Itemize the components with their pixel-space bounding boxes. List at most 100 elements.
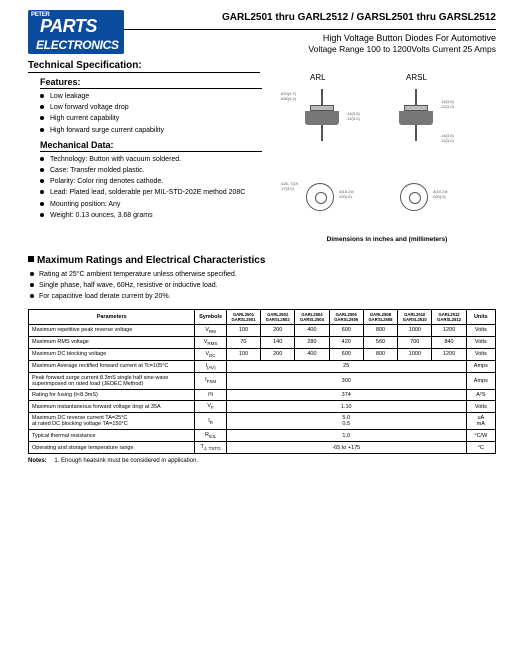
- cell-value-span: 5.0 0.5: [226, 413, 466, 430]
- table-row: Maximum RMS voltageVRMS70140280420560700…: [29, 336, 496, 348]
- cell-symbol: I(AV): [195, 360, 226, 372]
- mech-item: Polarity: Color ring denotes cathode.: [40, 176, 278, 187]
- drawing-label-arsl: ARSL: [406, 73, 427, 82]
- cell-value: 400: [295, 348, 329, 360]
- th-part-text: GARL2508GARSL2508: [369, 312, 393, 322]
- left-column: Features: Low leakage Low forward voltag…: [28, 73, 278, 245]
- mechanical-list: Technology: Button with vacuum soldered.…: [40, 154, 278, 221]
- ratings-table: Parameters Symbols GARL2501GARSL2501 GAR…: [28, 309, 496, 455]
- table-row: Maximum instantaneous forward voltage dr…: [29, 401, 496, 413]
- cell-parameter: Typical thermal resistance: [29, 430, 195, 442]
- table-row: Maximum repetitive peak reverse voltageV…: [29, 324, 496, 336]
- cell-value-span: 300: [226, 373, 466, 390]
- features-and-drawing: Features: Low leakage Low forward voltag…: [28, 73, 496, 245]
- title-block: GARL2501 thru GARL2512 / GARSL2501 thru …: [124, 10, 496, 54]
- th-part: GARL2501GARSL2501: [226, 309, 260, 324]
- th-part: GARL2512GARSL2512: [432, 309, 466, 324]
- th-units: Units: [466, 309, 495, 324]
- drawing-arsl-side: [390, 89, 442, 141]
- cell-symbol: VF: [195, 401, 226, 413]
- cell-value: 1000: [398, 324, 432, 336]
- table-row: Maximum DC reverse current TA=25°C at ra…: [29, 413, 496, 430]
- cell-parameter: Maximum RMS voltage: [29, 336, 195, 348]
- cell-value: 200: [261, 348, 295, 360]
- cell-units: °C: [466, 442, 495, 454]
- part-number-title: GARL2501 thru GARL2512 / GARSL2501 thru …: [124, 12, 496, 26]
- dim-text: .870(4.7).630(4.2): [280, 91, 296, 101]
- feature-item: Low leakage: [40, 91, 278, 102]
- mech-item: Case: Transfer molded plastic.: [40, 165, 278, 176]
- table-row: Typical thermal resistanceRθJL1.0°C/W: [29, 430, 496, 442]
- cell-units: Volts: [466, 324, 495, 336]
- max-note: Rating at 25°C ambient temperature unles…: [30, 269, 496, 280]
- notes-line: Notes: 1. Enough heatsink must be consid…: [28, 458, 496, 464]
- dim-text: .14(3.5).12(3.0): [440, 133, 454, 143]
- table-row: Operating and storage temperature rangeT…: [29, 442, 496, 454]
- cell-parameter: Maximum repetitive peak reverse voltage: [29, 324, 195, 336]
- cell-symbol: I²t: [195, 390, 226, 401]
- cell-value-span: 25: [226, 360, 466, 372]
- cell-value-span: 1.10: [226, 401, 466, 413]
- drawing-arl-side: [296, 89, 348, 141]
- cell-parameter: Maximum Average rectified forward curren…: [29, 360, 195, 372]
- cell-parameter: Operating and storage temperature range: [29, 442, 195, 454]
- cell-symbol: RθJL: [195, 430, 226, 442]
- drawing-arl-bottom: [306, 183, 334, 211]
- ratings-table-body: Maximum repetitive peak reverse voltageV…: [29, 324, 496, 454]
- cell-units: Amps: [466, 360, 495, 372]
- cell-value-span: 1.0: [226, 430, 466, 442]
- feature-item: High forward surge current capability: [40, 125, 278, 136]
- cell-value: 560: [363, 336, 397, 348]
- th-part-text: GARL2504GARSL2504: [300, 312, 324, 322]
- feature-item: Low forward voltage drop: [40, 102, 278, 113]
- cell-value: 100: [226, 324, 260, 336]
- max-note: For capacitive load derate current by 20…: [30, 291, 496, 302]
- th-part: GARL2510GARSL2510: [398, 309, 432, 324]
- cell-units: Volts: [466, 401, 495, 413]
- drawing-arsl-bottom: [400, 183, 428, 211]
- cell-value-span: -65 to +175: [226, 442, 466, 454]
- cell-parameter: Maximum DC blocking voltage: [29, 348, 195, 360]
- cell-units: A²S: [466, 390, 495, 401]
- mechanical-drawing-panel: ARL ARSL .870(4.7).630(4.2) .14(3.5).12(…: [278, 73, 496, 245]
- th-part-text: GARL2506GARSL2506: [334, 312, 358, 322]
- cell-symbol: IFSM: [195, 373, 226, 390]
- th-part-text: GARL2512GARSL2512: [437, 312, 461, 322]
- th-part: GARL2508GARSL2508: [363, 309, 397, 324]
- th-part: GARL2506GARSL2506: [329, 309, 363, 324]
- max-ratings-notes: Rating at 25°C ambient temperature unles…: [30, 269, 496, 303]
- subtitle-line-1: High Voltage Button Diodes For Automotiv…: [124, 33, 496, 43]
- cell-value: 400: [295, 324, 329, 336]
- mech-item: Mounting position: Any: [40, 199, 278, 210]
- cell-value-span: 374: [226, 390, 466, 401]
- th-part: GARL2502GARSL2502: [261, 309, 295, 324]
- cell-units: uA mA: [466, 413, 495, 430]
- cell-symbol: IR: [195, 413, 226, 430]
- dim-text: .025-.7(19.17(3.0): [280, 181, 298, 191]
- dim-text: .14(3.5).12(3.0): [440, 99, 454, 109]
- mech-item: Weight: 0.13 ounces, 3.68 grams: [40, 210, 278, 221]
- mech-item: Lead: Plated lead, solderable per MIL-ST…: [40, 187, 278, 198]
- dim-text: .14(3.5).12(3.0): [346, 111, 360, 121]
- cell-units: Volts: [466, 336, 495, 348]
- cell-value: 1200: [432, 324, 466, 336]
- dim-text: .4(10.2)±.020(.5): [338, 189, 354, 199]
- cell-value: 1200: [432, 348, 466, 360]
- cell-units: °C/W: [466, 430, 495, 442]
- table-row: Maximum DC blocking voltageVDC1002004006…: [29, 348, 496, 360]
- cell-symbol: VRM: [195, 324, 226, 336]
- table-row: Peak forward surge current 8.3mS single …: [29, 373, 496, 390]
- logo-text-electronics: ELECTRONICS: [36, 38, 119, 52]
- cell-value: 840: [432, 336, 466, 348]
- max-note: Single phase, half wave, 60Hz, resistive…: [30, 280, 496, 291]
- notes-label: Notes:: [28, 458, 47, 464]
- cell-value: 1000: [398, 348, 432, 360]
- table-row: Maximum Average rectified forward curren…: [29, 360, 496, 372]
- cell-symbol: TJ, TSTG: [195, 442, 226, 454]
- logo-text-parts: PARTS: [40, 16, 97, 37]
- section-mechanical: Mechanical Data:: [40, 140, 262, 152]
- cell-value: 800: [363, 348, 397, 360]
- section-features: Features:: [40, 77, 262, 89]
- features-list: Low leakage Low forward voltage drop Hig…: [40, 91, 278, 136]
- cell-value: 700: [398, 336, 432, 348]
